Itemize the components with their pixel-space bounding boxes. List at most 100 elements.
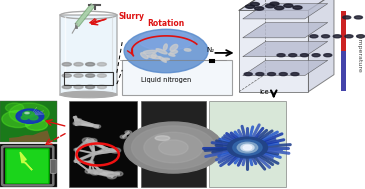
Ellipse shape [143, 50, 157, 53]
Circle shape [233, 140, 262, 155]
Circle shape [120, 135, 127, 139]
Ellipse shape [62, 63, 72, 66]
Circle shape [94, 125, 101, 128]
Circle shape [74, 160, 78, 162]
Circle shape [85, 169, 94, 174]
Circle shape [107, 174, 116, 179]
FancyBboxPatch shape [141, 101, 206, 187]
Circle shape [91, 152, 97, 155]
Circle shape [227, 137, 268, 158]
Ellipse shape [151, 53, 156, 58]
Ellipse shape [62, 85, 72, 89]
Circle shape [74, 148, 80, 151]
Ellipse shape [354, 16, 362, 19]
Circle shape [5, 103, 24, 112]
Ellipse shape [291, 73, 299, 76]
Circle shape [73, 122, 81, 125]
Circle shape [23, 111, 34, 117]
Ellipse shape [245, 5, 255, 8]
Circle shape [91, 170, 99, 175]
Ellipse shape [170, 51, 178, 54]
Circle shape [29, 115, 38, 120]
Circle shape [73, 117, 77, 119]
Ellipse shape [156, 49, 167, 54]
Circle shape [124, 122, 223, 173]
Circle shape [2, 111, 35, 128]
Circle shape [243, 145, 252, 150]
Polygon shape [239, 10, 308, 92]
Circle shape [16, 109, 44, 123]
Ellipse shape [275, 6, 284, 10]
Ellipse shape [162, 58, 169, 60]
FancyBboxPatch shape [209, 101, 286, 187]
Text: ice: ice [259, 89, 269, 95]
FancyBboxPatch shape [7, 149, 48, 183]
Ellipse shape [277, 54, 285, 57]
Circle shape [131, 126, 215, 169]
Circle shape [75, 119, 82, 122]
Circle shape [144, 132, 203, 163]
Ellipse shape [244, 73, 252, 76]
Polygon shape [9, 130, 51, 142]
Ellipse shape [97, 63, 107, 66]
Polygon shape [243, 41, 328, 57]
Ellipse shape [74, 85, 83, 89]
Ellipse shape [343, 16, 351, 19]
FancyBboxPatch shape [5, 148, 50, 184]
Text: Slurry: Slurry [119, 12, 145, 21]
Ellipse shape [170, 44, 178, 51]
Ellipse shape [159, 57, 166, 62]
Circle shape [110, 148, 121, 153]
Ellipse shape [284, 4, 293, 7]
Ellipse shape [312, 54, 320, 57]
Ellipse shape [85, 74, 95, 77]
Ellipse shape [139, 31, 193, 50]
Ellipse shape [310, 35, 318, 38]
Ellipse shape [254, 7, 264, 10]
Circle shape [74, 123, 78, 125]
Ellipse shape [357, 35, 365, 38]
Ellipse shape [62, 74, 72, 77]
Ellipse shape [250, 2, 259, 6]
Circle shape [104, 148, 108, 150]
FancyBboxPatch shape [69, 101, 137, 187]
Ellipse shape [74, 63, 83, 66]
Circle shape [114, 171, 123, 176]
Text: Liquid nitrogen: Liquid nitrogen [141, 77, 191, 83]
Polygon shape [308, 0, 334, 92]
Circle shape [26, 119, 47, 130]
Polygon shape [20, 152, 32, 170]
Polygon shape [243, 22, 328, 38]
FancyBboxPatch shape [341, 51, 346, 91]
Circle shape [82, 138, 93, 143]
Circle shape [88, 139, 97, 143]
Circle shape [237, 142, 258, 153]
Polygon shape [243, 4, 328, 19]
Ellipse shape [85, 63, 95, 66]
Ellipse shape [60, 91, 117, 98]
Ellipse shape [164, 44, 167, 50]
FancyBboxPatch shape [60, 15, 117, 94]
Circle shape [9, 103, 49, 124]
Text: temperature: temperature [357, 33, 362, 73]
Circle shape [124, 29, 208, 73]
Circle shape [125, 131, 132, 134]
FancyBboxPatch shape [122, 60, 232, 94]
Ellipse shape [268, 73, 276, 76]
FancyBboxPatch shape [0, 144, 57, 187]
Ellipse shape [141, 53, 148, 59]
Ellipse shape [74, 74, 83, 77]
Ellipse shape [97, 74, 107, 77]
Ellipse shape [345, 35, 353, 38]
Ellipse shape [333, 35, 341, 38]
Circle shape [241, 144, 254, 151]
Ellipse shape [256, 73, 264, 76]
Ellipse shape [266, 4, 275, 8]
Circle shape [97, 169, 103, 172]
Text: N₂: N₂ [206, 47, 214, 53]
FancyBboxPatch shape [2, 146, 53, 185]
Ellipse shape [300, 54, 308, 57]
Polygon shape [239, 0, 334, 10]
Ellipse shape [155, 136, 170, 140]
Ellipse shape [279, 73, 287, 76]
